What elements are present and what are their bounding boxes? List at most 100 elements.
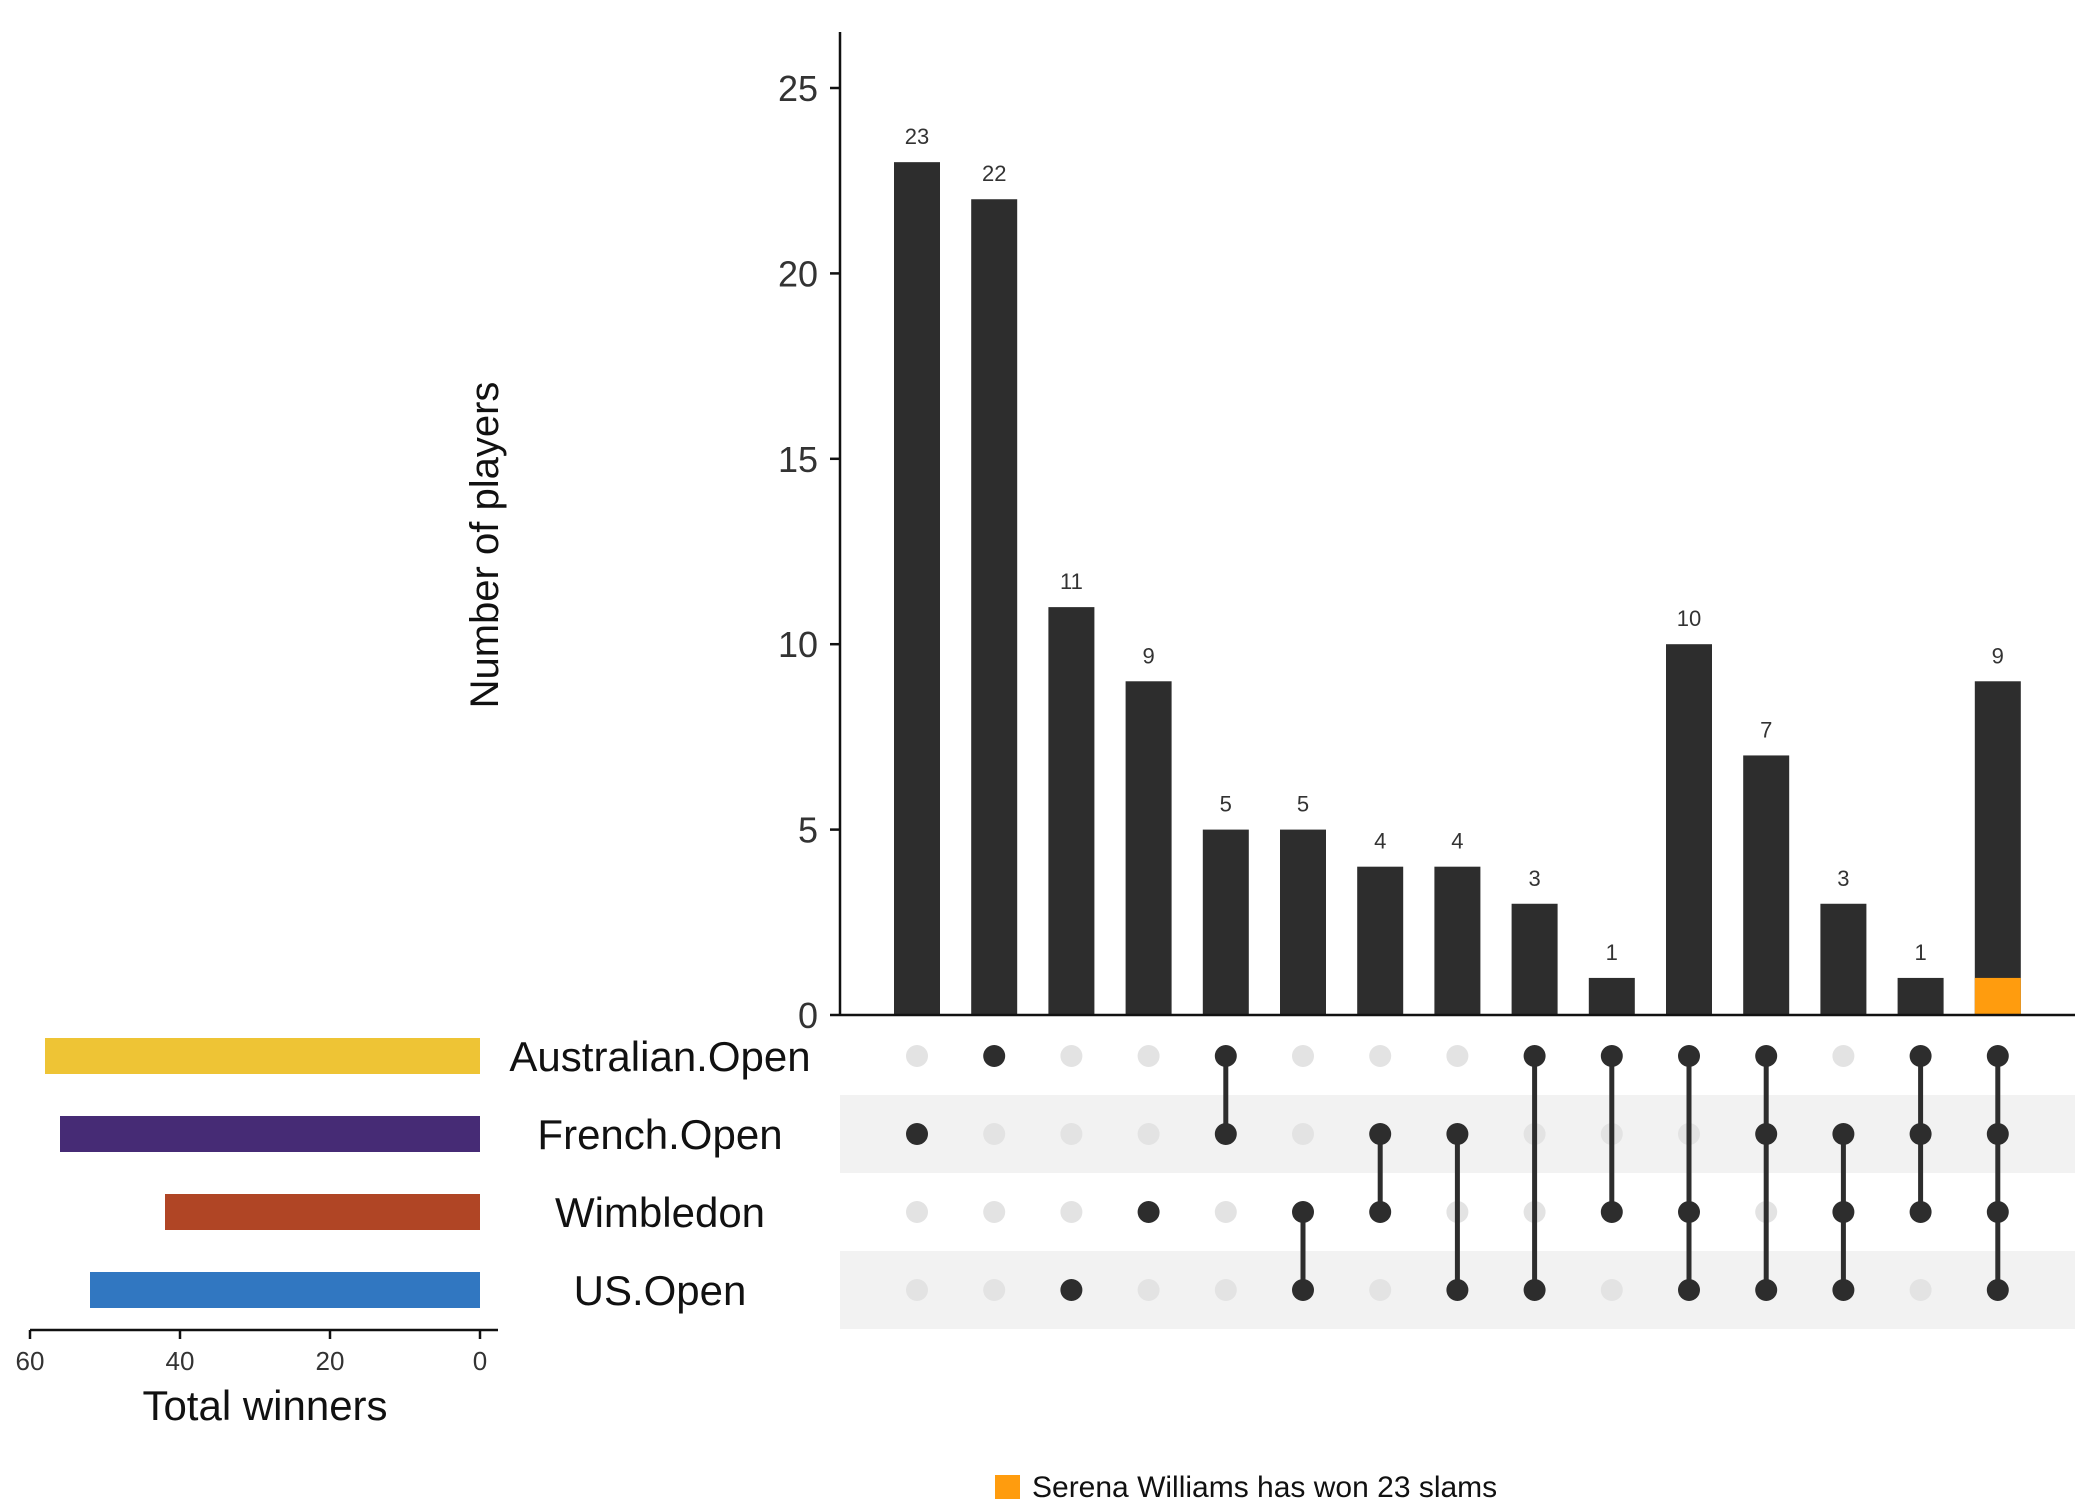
matrix-dot-active <box>1214 1123 1237 1145</box>
legend: Serena Williams has won 23 slams <box>995 1471 1497 1500</box>
matrix-dot-inactive <box>906 1045 928 1067</box>
set-size-tick-label: 20 <box>316 1346 345 1376</box>
matrix-dot-active <box>1755 1279 1778 1301</box>
bar-value-label: 5 <box>1297 792 1309 817</box>
bar-value-label: 9 <box>1992 643 2004 668</box>
set-size-bar <box>60 1116 480 1152</box>
intersection-bar <box>1588 977 1635 1015</box>
matrix-dot-active <box>1292 1279 1314 1301</box>
legend-swatch <box>995 1475 1020 1499</box>
set-label: Australian.Open <box>509 1033 810 1080</box>
matrix-dot-active <box>1369 1123 1392 1145</box>
bar-value-label: 3 <box>1528 866 1540 891</box>
intersection-bar <box>1357 866 1404 1015</box>
intersection-matrix <box>906 1045 2009 1301</box>
bar-value-label: 3 <box>1837 866 1849 891</box>
matrix-dot-active <box>1060 1279 1083 1301</box>
matrix-dot-active <box>1832 1279 1855 1301</box>
matrix-dot-inactive <box>1060 1045 1083 1067</box>
matrix-dot-inactive <box>906 1201 928 1223</box>
intersection-bar <box>1048 607 1095 1015</box>
matrix-dot-inactive <box>1832 1045 1855 1067</box>
bar-value-label: 22 <box>982 161 1006 186</box>
matrix-dot-active <box>1909 1201 1932 1223</box>
set-size-bars <box>45 1038 480 1308</box>
bar-value-label: 1 <box>1914 940 1926 965</box>
matrix-dot-active <box>1986 1123 2009 1145</box>
set-size-tick-label: 40 <box>166 1346 195 1376</box>
y-axis-title: Number of players <box>463 382 507 709</box>
matrix-dot-active <box>1755 1045 1778 1067</box>
intersection-bar <box>1897 977 1944 1015</box>
intersection-bars: 23 22 11 9 5 5 4 4 3 1 10 7 3 1 9 <box>894 124 2021 1016</box>
intersection-bar <box>971 199 1018 1016</box>
matrix-dot-inactive <box>1137 1123 1160 1145</box>
intersection-bar <box>1743 755 1790 1015</box>
set-size-tick-label: 60 <box>16 1346 45 1376</box>
intersection-bar <box>1820 903 1867 1015</box>
matrix-dot-active <box>1446 1123 1469 1145</box>
matrix-dot-active <box>1986 1201 2009 1223</box>
y-tick-label: 20 <box>778 253 818 294</box>
matrix-dot-inactive <box>1292 1123 1314 1145</box>
intersection-bar <box>1974 681 2021 1015</box>
matrix-dot-inactive <box>983 1201 1006 1223</box>
set-label: French.Open <box>537 1111 782 1158</box>
set-label: Wimbledon <box>555 1189 765 1236</box>
matrix-dot-inactive <box>1369 1045 1392 1067</box>
bar-value-label: 10 <box>1677 606 1701 631</box>
matrix-dot-inactive <box>1214 1279 1237 1301</box>
matrix-dot-active <box>1600 1201 1623 1223</box>
matrix-dot-inactive <box>1137 1045 1160 1067</box>
matrix-dot-active <box>1446 1279 1469 1301</box>
matrix-dot-active <box>1986 1279 2009 1301</box>
matrix-dot-active <box>1755 1123 1778 1145</box>
set-labels: Australian.Open French.Open Wimbledon US.Op… <box>509 1033 810 1314</box>
matrix-dot-inactive <box>1137 1279 1160 1301</box>
matrix-dot-active <box>1986 1045 2009 1067</box>
y-tick-label: 15 <box>778 439 818 480</box>
matrix-dot-inactive <box>1292 1045 1314 1067</box>
bar-value-label: 23 <box>905 124 929 149</box>
set-size-axis: 60 40 20 0 <box>16 1328 498 1376</box>
matrix-dot-active <box>1137 1201 1160 1223</box>
bar-value-label: 7 <box>1760 717 1772 742</box>
intersection-bar <box>1434 866 1481 1015</box>
y-tick-label: 5 <box>798 810 818 851</box>
set-size-bar <box>90 1272 480 1308</box>
matrix-dot-active <box>1909 1045 1932 1067</box>
matrix-dot-active <box>983 1045 1006 1067</box>
set-size-bar <box>45 1038 480 1074</box>
matrix-dot-active <box>906 1123 928 1145</box>
matrix-dot-inactive <box>1369 1279 1392 1301</box>
matrix-dot-active <box>1214 1045 1237 1067</box>
intersection-bar <box>1666 644 1712 1015</box>
matrix-dot-active <box>1523 1279 1546 1301</box>
intersection-bar <box>1511 903 1558 1015</box>
matrix-dot-inactive <box>1909 1279 1932 1301</box>
matrix-dot-inactive <box>983 1123 1006 1145</box>
set-size-bar <box>165 1194 480 1230</box>
matrix-dot-inactive <box>906 1279 928 1301</box>
matrix-dot-active <box>1523 1045 1546 1067</box>
set-label: US.Open <box>574 1267 747 1314</box>
matrix-dot-active <box>1292 1201 1314 1223</box>
bar-value-label: 5 <box>1220 792 1232 817</box>
bar-value-label: 9 <box>1142 643 1154 668</box>
matrix-dot-inactive <box>1446 1045 1469 1067</box>
matrix-dot-inactive <box>1600 1279 1623 1301</box>
set-size-axis-title: Total winners <box>142 1382 387 1429</box>
matrix-dot-inactive <box>1214 1201 1237 1223</box>
legend-label: Serena Williams has won 23 slams <box>1032 1471 1497 1500</box>
intersection-bar <box>1125 681 1172 1015</box>
matrix-dot-active <box>1600 1045 1623 1067</box>
bar-value-label: 4 <box>1451 829 1463 854</box>
matrix-dot-inactive <box>1060 1201 1083 1223</box>
highlight-bar-segment <box>1974 977 2021 1015</box>
intersection-bar <box>894 162 940 1015</box>
matrix-dot-active <box>1678 1045 1700 1067</box>
y-tick-label: 25 <box>778 68 818 109</box>
matrix-dot-active <box>1832 1201 1855 1223</box>
